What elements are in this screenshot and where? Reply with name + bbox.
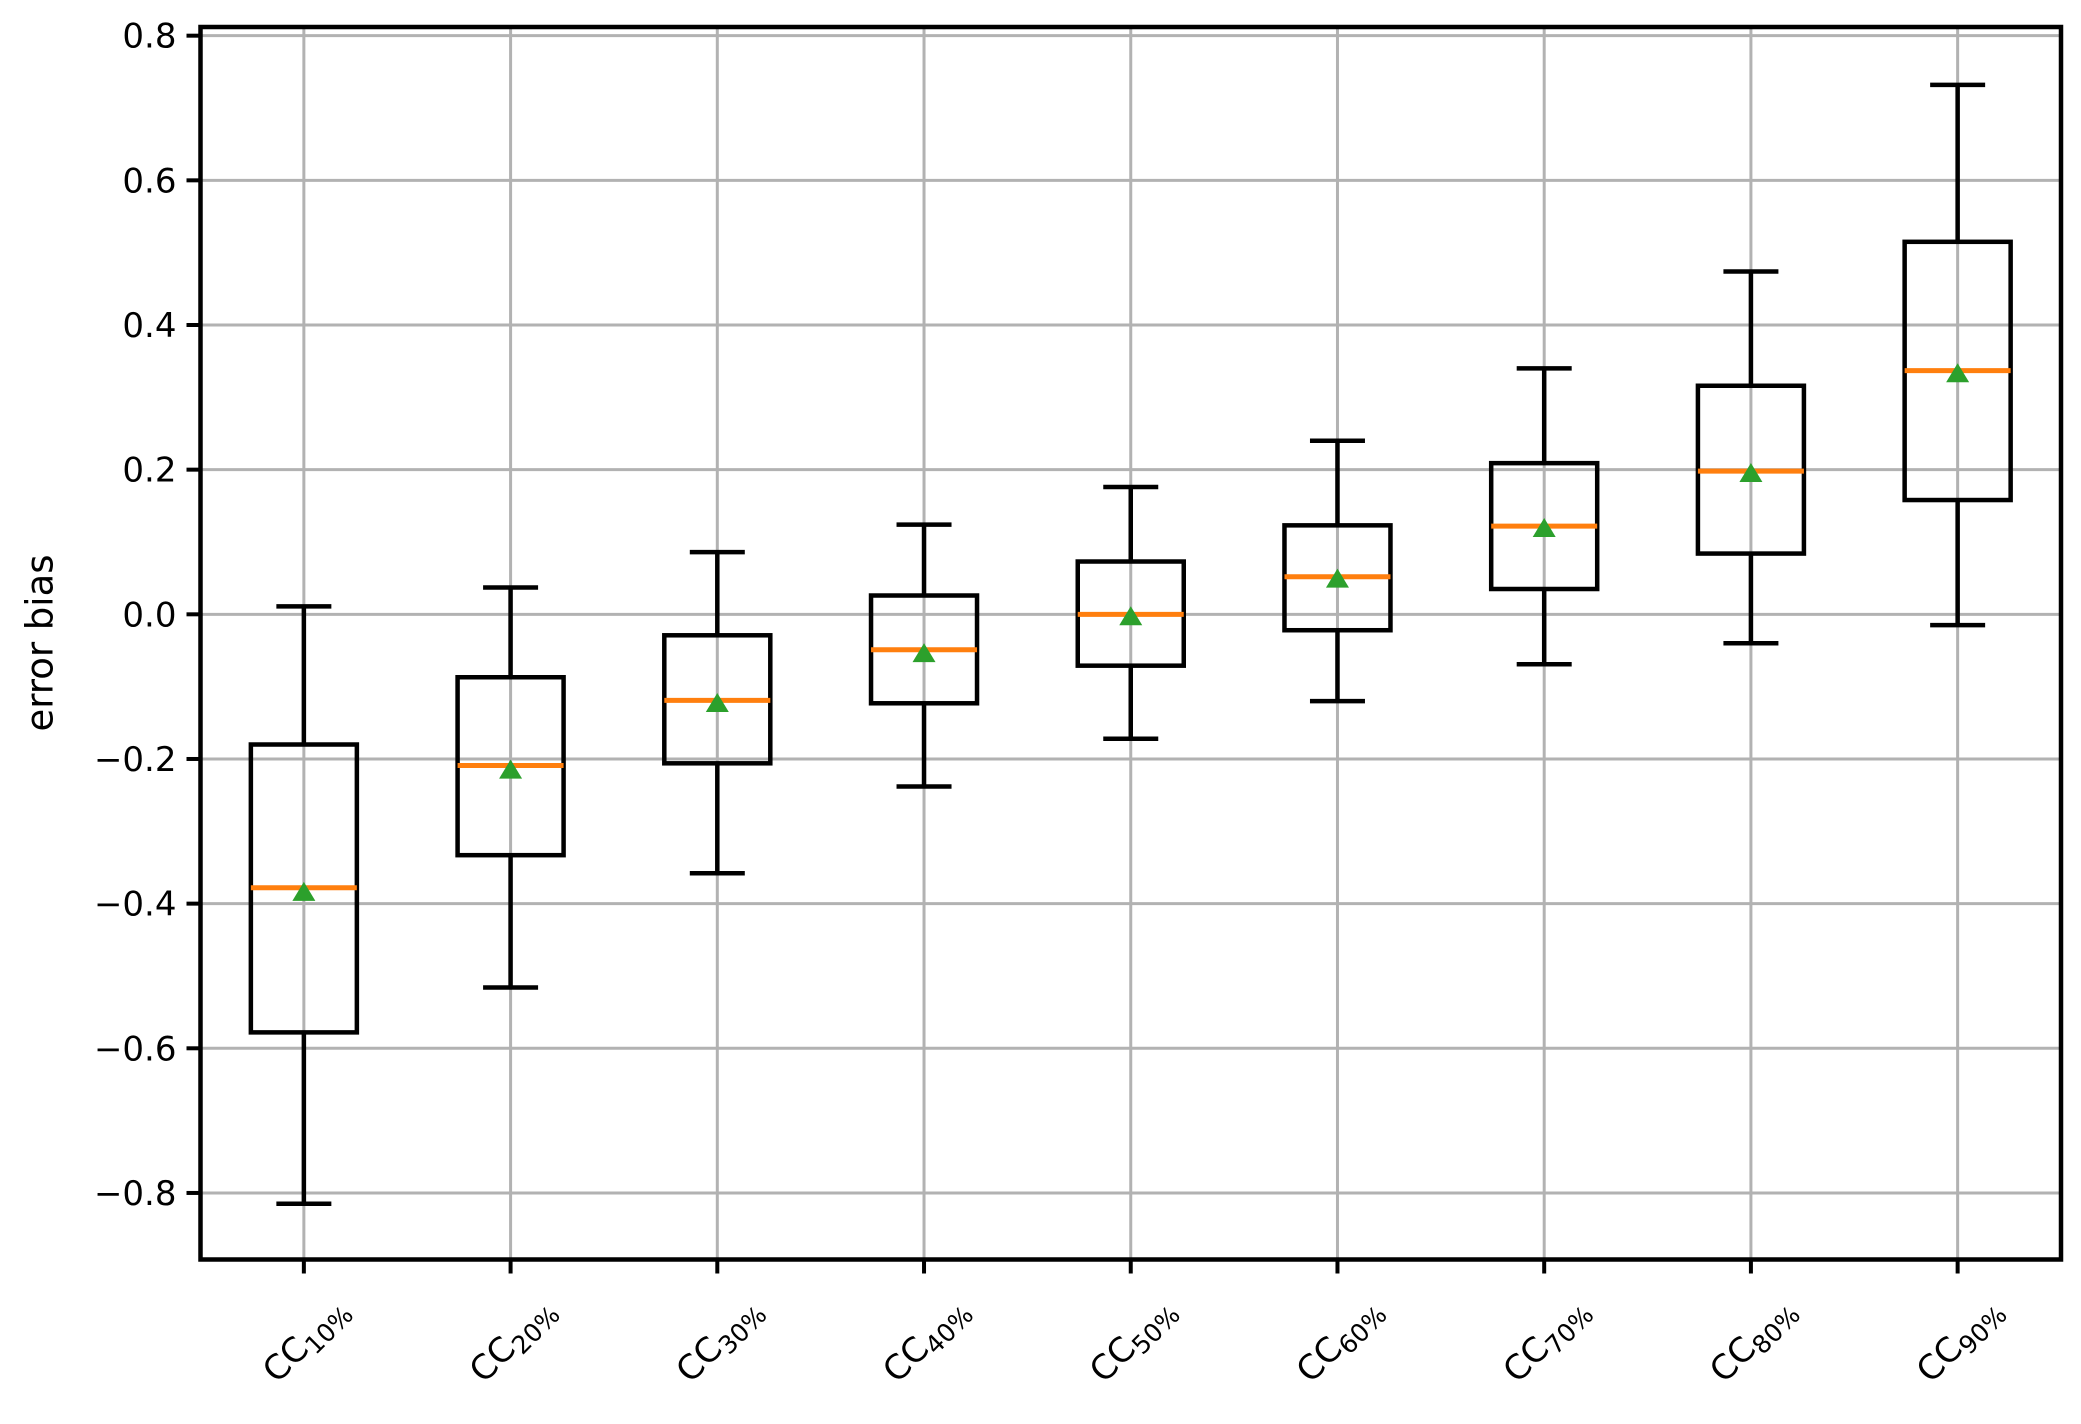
y-tick-label-0.8: 0.8 xyxy=(122,17,176,57)
mean-marker-CC50% xyxy=(1119,606,1143,626)
x-tick-label-CC80%: CC80% xyxy=(1702,1290,1806,1394)
mean-marker-CC90% xyxy=(1946,363,1970,383)
y-axis-label: error bias xyxy=(18,554,62,732)
x-tick-label-CC90%: CC90% xyxy=(1909,1290,2013,1394)
x-tick-label-CC20%: CC20% xyxy=(462,1290,566,1394)
mean-marker-CC20% xyxy=(499,759,523,779)
mean-marker-CC10% xyxy=(292,881,316,901)
mean-marker-CC80% xyxy=(1739,463,1763,483)
x-tick-label-CC30%: CC30% xyxy=(669,1290,773,1394)
y-tick-label-0.0: 0.0 xyxy=(122,595,176,635)
y-tick-label-−0.4: −0.4 xyxy=(94,885,177,925)
y-tick-label-0.2: 0.2 xyxy=(122,451,176,491)
y-tick-label-0.4: 0.4 xyxy=(122,306,176,346)
y-tick-label-−0.6: −0.6 xyxy=(94,1029,177,1069)
mean-marker-CC30% xyxy=(705,693,729,713)
y-tick-label-0.6: 0.6 xyxy=(122,161,176,201)
mean-marker-CC40% xyxy=(912,643,936,663)
y-tick-label-−0.8: −0.8 xyxy=(94,1174,177,1214)
x-tick-label-CC40%: CC40% xyxy=(875,1290,979,1394)
x-tick-label-CC60%: CC60% xyxy=(1289,1290,1393,1394)
x-tick-label-CC50%: CC50% xyxy=(1082,1290,1186,1394)
x-tick-label-CC10%: CC10% xyxy=(255,1290,359,1394)
mean-marker-CC70% xyxy=(1532,518,1556,538)
y-tick-label-−0.2: −0.2 xyxy=(94,740,177,780)
mean-marker-CC60% xyxy=(1325,568,1349,588)
x-tick-label-CC70%: CC70% xyxy=(1495,1290,1599,1394)
